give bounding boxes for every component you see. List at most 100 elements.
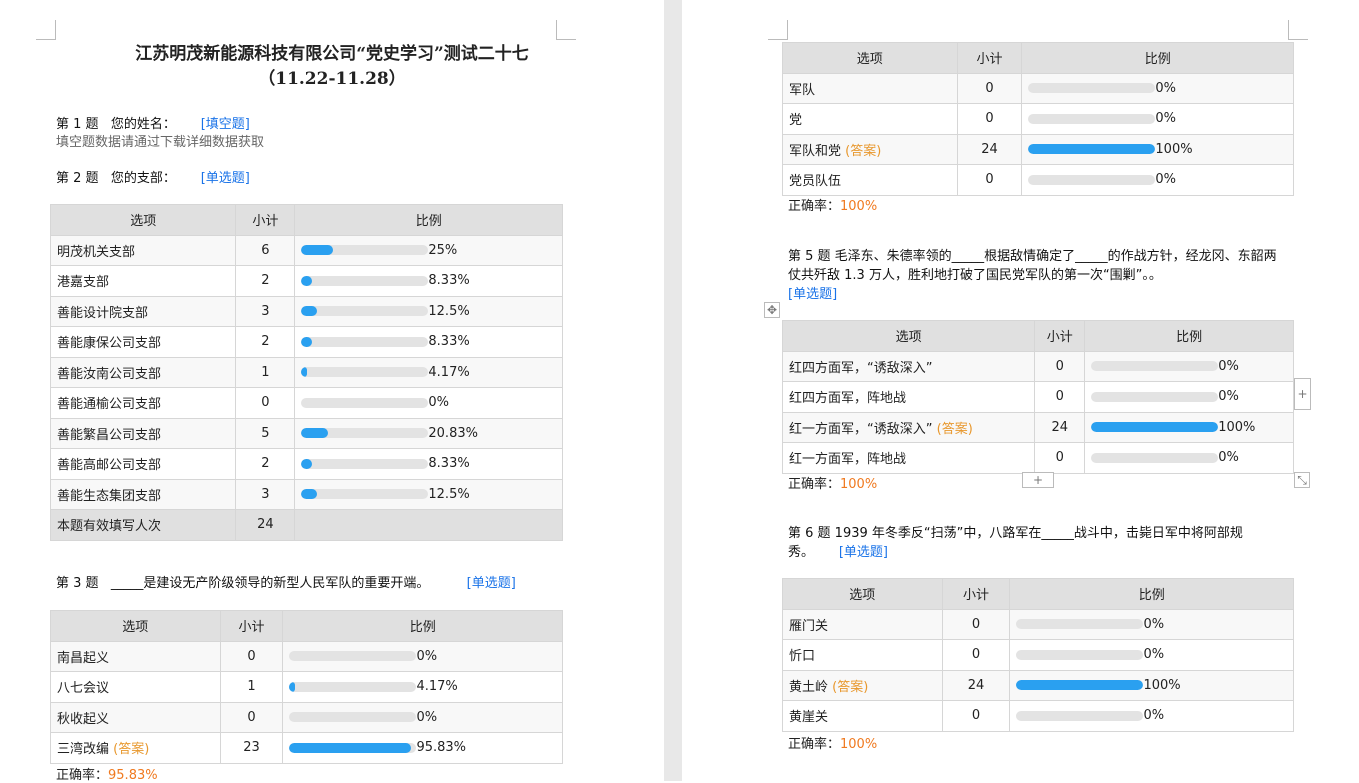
percent-text: 100% bbox=[1218, 419, 1256, 435]
count-cell: 24 bbox=[956, 133, 1023, 165]
document-title: 江苏明茂新能源科技有限公司“党史学习”测试二十七 bbox=[135, 44, 529, 64]
progress-fill bbox=[301, 428, 328, 439]
progress-bar bbox=[1016, 649, 1144, 660]
accuracy-label: 正确率： bbox=[788, 477, 841, 492]
percent-text: 100% bbox=[1155, 141, 1193, 157]
count-cell: 0 bbox=[941, 700, 1011, 732]
table-row: 黄崖关 0 0% bbox=[782, 700, 1294, 732]
resize-table-icon[interactable]: ⤡ bbox=[1294, 472, 1310, 488]
accuracy-label: 正确率： bbox=[788, 737, 841, 752]
option-text: 善能康保公司支部 bbox=[57, 336, 162, 352]
header-option: 选项 bbox=[50, 610, 221, 642]
ratio-cell: 0% bbox=[1021, 72, 1294, 104]
q5-table: 选项 小计 比例 红四方面军，“诱敌深入” 0 0% 红四方面军，阵地战 0 0% 红一方面军，“… bbox=[781, 320, 1294, 474]
count-cell: 0 bbox=[956, 164, 1023, 196]
accuracy-value: 100% bbox=[840, 737, 878, 752]
header-count: 小计 bbox=[1034, 320, 1086, 352]
total-value: 24 bbox=[235, 509, 296, 541]
table-row: 党员队伍 0 0% bbox=[782, 164, 1294, 196]
percent-text: 0% bbox=[1155, 172, 1177, 188]
page-gap bbox=[664, 0, 682, 781]
option-text: 三湾改编 bbox=[57, 742, 110, 758]
option-text: 南昌起义 bbox=[57, 650, 110, 666]
count-cell: 0 bbox=[1034, 350, 1086, 382]
count-cell: 23 bbox=[219, 732, 284, 764]
accuracy-value: 100% bbox=[840, 477, 878, 492]
option-text: 八七会议 bbox=[57, 681, 110, 697]
option-cell: 善能设计院支部 bbox=[49, 295, 237, 327]
table-row: 八七会议 1 4.17% bbox=[50, 671, 563, 703]
count-cell: 0 bbox=[956, 103, 1023, 135]
table-row: 军队 0 0% bbox=[782, 72, 1294, 104]
option-cell: 黄土岭 (答案) bbox=[782, 669, 943, 701]
option-text: 红一方面军，阵地战 bbox=[789, 452, 907, 468]
percent-text: 20.83% bbox=[428, 425, 478, 441]
fill-note: 填空题数据请通过下载详细数据获取 bbox=[56, 135, 265, 150]
header-ratio: 比例 bbox=[1009, 578, 1294, 610]
table-row: 善能通榆公司支部 0 0% bbox=[49, 387, 563, 419]
answer-badge: (答案) bbox=[936, 421, 973, 437]
option-text: 军队和党 bbox=[789, 143, 842, 159]
count-cell: 3 bbox=[235, 478, 296, 510]
option-text: 秋收起义 bbox=[57, 711, 110, 727]
ratio-cell: 8.33% bbox=[294, 326, 563, 358]
table-row: 三湾改编 (答案) 23 95.83% bbox=[50, 732, 563, 764]
document-subtitle: （11.22-11.28） bbox=[258, 69, 406, 89]
progress-fill bbox=[1091, 422, 1219, 433]
count-cell: 0 bbox=[235, 387, 296, 419]
option-cell: 军队 bbox=[782, 72, 958, 104]
progress-fill bbox=[301, 245, 334, 256]
ratio-cell: 0% bbox=[1084, 381, 1294, 413]
option-cell: 党员队伍 bbox=[782, 164, 958, 196]
accuracy-value: 95.83% bbox=[108, 768, 158, 783]
table-row: 善能设计院支部 3 12.5% bbox=[49, 295, 563, 327]
option-text: 港嘉支部 bbox=[57, 275, 110, 291]
question-2: 第 2 题 您的支部： [单选题] bbox=[56, 169, 250, 188]
count-cell: 0 bbox=[219, 701, 284, 733]
count-cell: 1 bbox=[235, 356, 296, 388]
option-cell: 红四方面军，“诱敌深入” bbox=[781, 350, 1036, 382]
progress-bar bbox=[301, 397, 429, 408]
progress-bar bbox=[301, 428, 429, 439]
percent-text: 4.17% bbox=[416, 679, 458, 695]
percent-text: 0% bbox=[1218, 358, 1239, 374]
table-row: 港嘉支部 2 8.33% bbox=[49, 265, 563, 297]
table-move-handle-icon[interactable]: ✥ bbox=[764, 302, 780, 318]
option-cell: 黄崖关 bbox=[782, 700, 943, 732]
option-cell: 善能繁昌公司支部 bbox=[49, 417, 237, 449]
option-cell: 南昌起义 bbox=[50, 640, 221, 672]
header-ratio: 比例 bbox=[1021, 42, 1294, 74]
accuracy-label: 正确率： bbox=[788, 199, 841, 214]
percent-text: 4.17% bbox=[428, 364, 470, 380]
percent-text: 0% bbox=[1143, 708, 1165, 724]
ratio-cell: 0% bbox=[294, 387, 563, 419]
ratio-cell: 0% bbox=[1009, 608, 1294, 640]
option-cell: 善能高邮公司支部 bbox=[49, 448, 237, 480]
add-column-plus-icon[interactable]: + bbox=[1294, 378, 1311, 410]
progress-bar bbox=[1091, 361, 1219, 372]
question-text: 第 6 题 1939 年冬季反“扫荡”中，八路军在_____战斗中，击毙日军中将… bbox=[788, 526, 1243, 560]
count-cell: 6 bbox=[235, 234, 296, 266]
progress-bar bbox=[1016, 680, 1144, 691]
ratio-cell: 95.83% bbox=[282, 732, 563, 764]
percent-text: 8.33% bbox=[428, 334, 470, 350]
option-cell: 雁门关 bbox=[782, 608, 943, 640]
option-text: 善能生态集团支部 bbox=[57, 488, 162, 504]
ratio-cell: 12.5% bbox=[294, 295, 563, 327]
table-row: 红一方面军，阵地战 0 0% bbox=[781, 442, 1294, 474]
question-text: 第 1 题 您的姓名： bbox=[56, 117, 176, 132]
progress-bar bbox=[301, 275, 429, 286]
table-row: 红四方面军，阵地战 0 0% bbox=[781, 381, 1294, 413]
progress-bar bbox=[301, 367, 429, 378]
percent-text: 0% bbox=[1218, 389, 1239, 405]
header-ratio: 比例 bbox=[294, 204, 563, 236]
percent-text: 0% bbox=[416, 709, 438, 725]
ratio-cell: 4.17% bbox=[282, 671, 563, 703]
progress-bar bbox=[1016, 710, 1144, 721]
option-cell: 军队和党 (答案) bbox=[782, 133, 958, 165]
percent-text: 0% bbox=[428, 395, 450, 411]
progress-bar bbox=[301, 489, 429, 500]
percent-text: 0% bbox=[1143, 616, 1165, 632]
table-row: 南昌起义 0 0% bbox=[50, 640, 563, 672]
add-row-plus-icon[interactable]: + bbox=[1022, 472, 1054, 488]
